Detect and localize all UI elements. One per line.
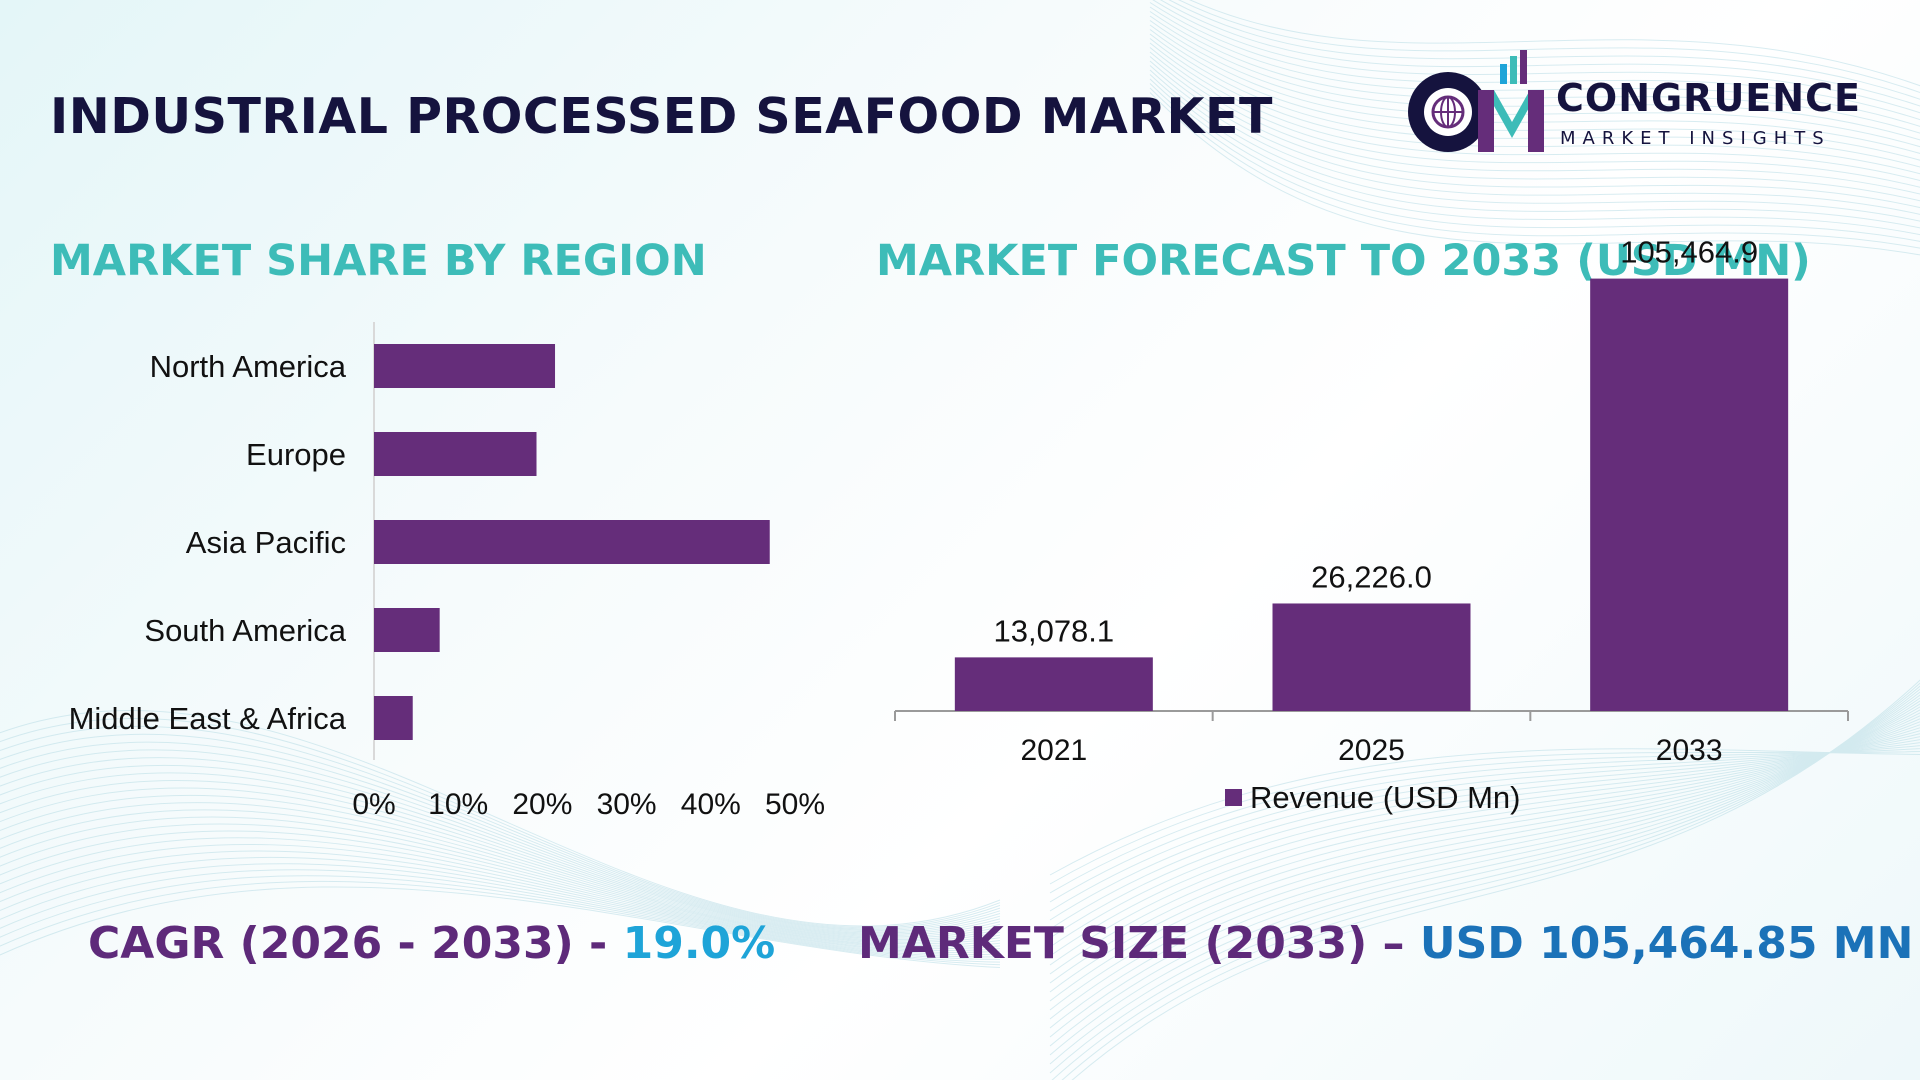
cm-logo-icon [1408, 50, 1544, 152]
region-bar [374, 344, 556, 388]
region-bar [374, 432, 537, 476]
region-tick-label: 0% [352, 788, 395, 821]
cagr-label: CAGR (2026 - 2033) - [88, 918, 623, 969]
forecast-title: MARKET FORECAST TO 2033 (USD MN) [876, 236, 1811, 286]
region-bar [374, 696, 413, 740]
legend-swatch [1225, 789, 1242, 806]
region-share-chart: North America Europe Asia Pacific South Ame… [69, 322, 825, 821]
region-category-label: South America [144, 613, 346, 648]
forecast-data-label: 105,464.9 [1620, 235, 1758, 270]
company-logo: CONGRUENCE MARKET INSIGHTS [1400, 50, 1870, 160]
cagr-stat: CAGR (2026 - 2033) - 19.0% [88, 918, 775, 969]
region-bar [374, 520, 770, 564]
market-size-value: USD 105,464.85 MN [1419, 918, 1914, 969]
logo-name: CONGRUENCE [1556, 76, 1861, 120]
legend-label: Revenue (USD Mn) [1250, 780, 1520, 815]
forecast-chart: 13,078.1 2021 26,226.0 2025 105,464.9 2033 Rev… [894, 235, 1849, 815]
forecast-bar [1590, 278, 1789, 711]
forecast-data-label: 26,226.0 [1311, 559, 1432, 594]
market-size-label: MARKET SIZE (2033) – [858, 918, 1420, 969]
page-title: INDUSTRIAL PROCESSED SEAFOOD MARKET [50, 88, 1273, 145]
region-share-title: MARKET SHARE BY REGION [50, 236, 707, 286]
forecast-bar [954, 657, 1153, 711]
forecast-bar [1272, 603, 1471, 711]
region-category-label: Asia Pacific [186, 525, 346, 560]
region-tick-label: 20% [512, 788, 572, 821]
market-size-stat: MARKET SIZE (2033) – USD 105,464.85 MN [858, 918, 1913, 969]
forecast-year-label: 2021 [1020, 734, 1087, 767]
forecast-data-label: 13,078.1 [993, 613, 1114, 648]
region-category-label: Europe [246, 437, 346, 472]
forecast-year-label: 2025 [1338, 734, 1405, 767]
region-category-label: Middle East & Africa [69, 701, 347, 736]
region-tick-label: 10% [428, 788, 488, 821]
cagr-value: 19.0% [622, 918, 776, 969]
forecast-year-label: 2033 [1656, 734, 1723, 767]
region-bar [374, 608, 440, 652]
logo-tagline: MARKET INSIGHTS [1560, 128, 1831, 149]
region-tick-label: 50% [765, 788, 825, 821]
region-tick-label: 30% [597, 788, 657, 821]
region-category-label: North America [150, 349, 347, 384]
region-tick-label: 40% [681, 788, 741, 821]
